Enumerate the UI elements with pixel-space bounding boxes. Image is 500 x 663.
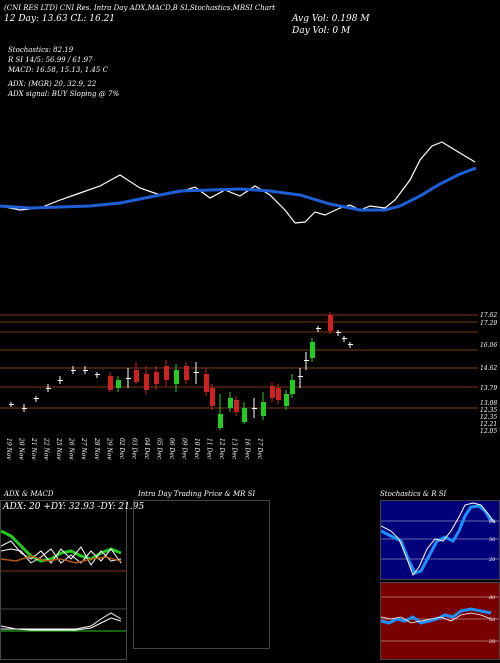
price-label: 12.35	[480, 407, 497, 414]
avg-volume: Avg Vol: 0.198 M	[292, 14, 370, 24]
stochastics-svg: 80 50 20	[380, 502, 499, 577]
rsi-level: 80	[489, 595, 496, 601]
date-label: 29 Nov	[105, 437, 112, 460]
adx-macd-svg	[0, 529, 126, 632]
stoch-level: 20	[488, 557, 496, 563]
price-label: 13.08	[480, 400, 497, 407]
stochastics-panel: 80 50 20	[380, 500, 500, 580]
price-axis: 17.62 17.29 16.06 14.62 13.79 13.08 12.3…	[480, 312, 497, 435]
date-label: 09 Dec	[181, 438, 188, 460]
date-label: 22 Nov	[43, 437, 50, 460]
date-label: 13 Dec	[231, 438, 238, 460]
adx-macd-panel: ADX: 20 +DY: 32.93 -DY: 21.95	[0, 500, 144, 660]
date-label: 20 Nov	[18, 437, 25, 460]
stoch-rsi-title: Stochastics & R SI	[380, 490, 447, 498]
rsi-panel: 80 50 20	[380, 582, 500, 660]
date-label: 25 Nov	[55, 437, 62, 460]
price-label: 13.79	[480, 385, 497, 392]
intraday-title: Intra Day Trading Price & MR SI	[138, 490, 256, 498]
price-label: 17.29	[480, 320, 497, 327]
date-label: 11 Dec	[206, 438, 213, 460]
adx-signal-readout: ADX signal: BUY Sloping @ 7%	[8, 90, 120, 98]
price-level-lines	[0, 314, 478, 409]
rsi-svg: 80 50 20	[380, 595, 499, 645]
date-label: 05 Dec	[155, 438, 162, 460]
date-label: 04 Dec	[143, 438, 150, 460]
date-label: 12 Dec	[218, 438, 225, 460]
rsi-readout: R SI 14/5: 56.99 / 61.97	[8, 56, 93, 64]
date-label: 27 Nov	[80, 437, 87, 460]
adx-values: ADX: 20 +DY: 32.93 -DY: 21.95	[3, 502, 145, 512]
candlesticks	[9, 312, 353, 430]
date-label: 21 Nov	[30, 437, 37, 460]
date-label: 16 Dec	[243, 438, 250, 460]
rsi-level: 50	[489, 617, 496, 623]
date-axis: 19 Nov 20 Nov 21 Nov 22 Nov 25 Nov 26 Nov 27 N…	[5, 437, 263, 460]
date-label: 19 Nov	[5, 438, 12, 460]
macd-readout: MACD: 16.58, 15.13, 1.45 C	[8, 66, 108, 74]
day-volume: Day Vol: 0 M	[292, 26, 351, 36]
price-label: 12.35	[480, 414, 497, 421]
date-label: 26 Nov	[68, 437, 75, 460]
price-label: 17.62	[480, 312, 497, 319]
rsi-level: 20	[488, 639, 496, 645]
chart-title: (CNI RES LTD) CNI Res. Intra Day ADX,MAC…	[4, 4, 276, 12]
stochastics-readout: Stochastics: 82.19	[8, 46, 74, 54]
rsi-line	[0, 141, 476, 224]
moving-average-line	[0, 166, 477, 212]
adx-readout: ADX: (MGR) 20, 32.9, 22	[8, 80, 97, 88]
stoch-level: 80	[489, 519, 496, 525]
intraday-panel	[133, 500, 270, 649]
price-label: 12.21	[480, 421, 497, 428]
price-label: 14.62	[480, 365, 497, 372]
date-label: 03 Dec	[130, 438, 137, 460]
date-label: 28 Nov	[93, 437, 100, 460]
stoch-level: 50	[489, 537, 496, 543]
price-label: 16.06	[480, 342, 497, 349]
date-label: 17 Dec	[256, 438, 263, 460]
date-label: 02 Dec	[118, 438, 125, 460]
adx-macd-title: ADX & MACD	[4, 490, 54, 498]
main-price-chart: 17.62 17.29 16.06 14.62 13.79 13.08 12.3…	[0, 141, 497, 460]
date-label: 10 Dec	[193, 438, 200, 460]
date-label: 06 Dec	[168, 438, 175, 460]
price-summary: 12 Day: 13.63 CL: 16.21	[4, 14, 116, 24]
price-label: 12.05	[480, 428, 497, 435]
